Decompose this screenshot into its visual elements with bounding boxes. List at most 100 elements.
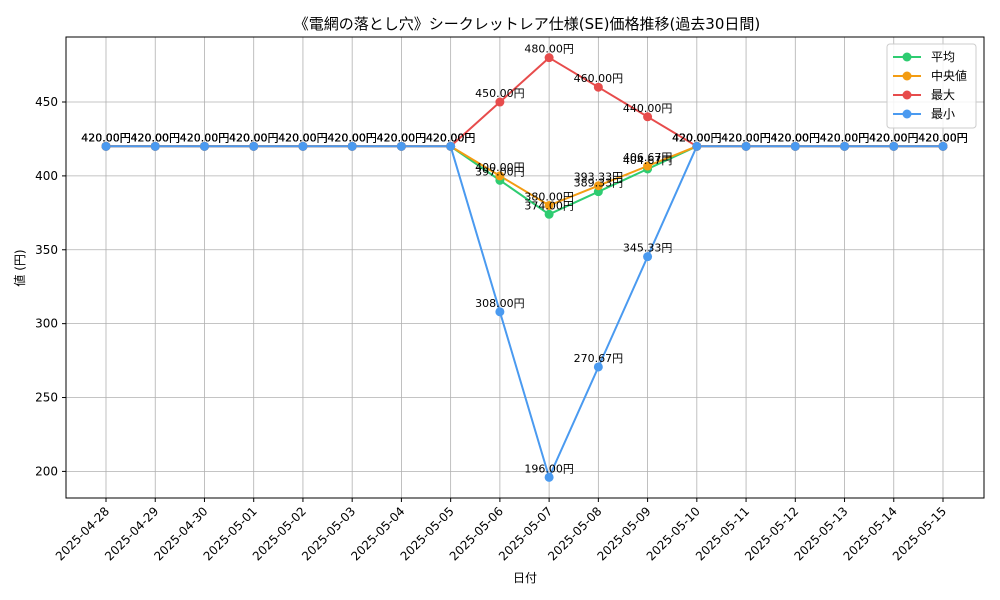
- data-label: 420.00円: [721, 131, 771, 144]
- data-label: 420.00円: [327, 131, 377, 144]
- data-label: 196.00円: [524, 462, 574, 475]
- legend-marker: [902, 109, 912, 119]
- data-label: 404.67円: [623, 154, 673, 167]
- data-label: 420.00円: [180, 131, 230, 144]
- grid: [66, 37, 984, 498]
- data-label: 420.00円: [426, 131, 476, 144]
- data-label: 420.00円: [869, 131, 919, 144]
- data-label: 374.00円: [524, 199, 574, 212]
- data-label: 420.00円: [180, 131, 230, 144]
- data-label: 420.00円: [869, 131, 919, 144]
- data-label: 420.00円: [721, 131, 771, 144]
- data-label: 420.00円: [130, 131, 180, 144]
- data-label: 420.00円: [918, 131, 968, 144]
- y-axis-label: 値 (円): [12, 249, 27, 286]
- data-label: 420.00円: [771, 131, 821, 144]
- data-label: 420.00円: [229, 131, 279, 144]
- y-tick-label: 300: [35, 317, 58, 331]
- data-label: 389.33円: [574, 177, 624, 190]
- x-axis-label: 日付: [513, 571, 537, 585]
- data-label: 420.00円: [820, 131, 870, 144]
- data-point: [495, 307, 505, 317]
- data-label: 420.00円: [377, 131, 427, 144]
- y-tick-label: 350: [35, 243, 58, 257]
- data-label: 420.00円: [229, 131, 279, 144]
- data-label: 270.67円: [574, 352, 624, 365]
- data-label: 393.33円: [574, 171, 624, 184]
- data-label: 420.00円: [672, 131, 722, 144]
- data-label: 420.00円: [820, 131, 870, 144]
- data-label: 400.00円: [475, 161, 525, 174]
- data-label: 420.00円: [820, 131, 870, 144]
- data-label: 420.00円: [869, 131, 919, 144]
- data-point: [150, 141, 160, 151]
- data-point: [741, 141, 751, 151]
- data-label: 440.00円: [623, 102, 673, 115]
- legend-box: [886, 43, 977, 129]
- data-point: [790, 141, 800, 151]
- series-lines: [106, 56, 943, 481]
- data-point: [593, 362, 603, 372]
- legend-label: 中央値: [931, 68, 967, 83]
- data-label: 380.00円: [524, 190, 574, 203]
- legend-label: 最小: [931, 107, 955, 121]
- data-label: 420.00円: [721, 131, 771, 144]
- data-label: 480.00円: [524, 43, 574, 56]
- data-label: 420.00円: [426, 131, 476, 144]
- data-point: [446, 141, 456, 151]
- data-label: 420.00円: [377, 131, 427, 144]
- data-point: [643, 112, 653, 122]
- data-label: 420.00円: [672, 131, 722, 144]
- data-label: 397.00円: [475, 165, 525, 178]
- data-label: 420.00円: [672, 131, 722, 144]
- data-label: 420.00円: [377, 131, 427, 144]
- data-label: 420.00円: [81, 131, 131, 144]
- legend-marker: [902, 90, 912, 100]
- data-label: 345.33円: [623, 242, 673, 255]
- data-label: 420.00円: [130, 131, 180, 144]
- data-point: [298, 141, 308, 151]
- data-label: 420.00円: [918, 131, 968, 144]
- series-line-3: [106, 145, 943, 481]
- data-label: 420.00円: [721, 131, 771, 144]
- data-label: 420.00円: [771, 131, 821, 144]
- data-label: 420.00円: [130, 131, 180, 144]
- data-label: 420.00円: [278, 131, 328, 144]
- data-point: [347, 141, 357, 151]
- data-point: [544, 53, 554, 63]
- data-label: 308.00円: [475, 297, 525, 310]
- data-label: 420.00円: [327, 131, 377, 144]
- data-label: 420.00円: [327, 131, 377, 144]
- chart-title: 《電網の落とし穴》シークレットレア仕様(SE)価格推移(過去30日間): [294, 15, 761, 33]
- data-label: 420.00円: [426, 131, 476, 144]
- series-points: [101, 53, 948, 482]
- data-point: [101, 141, 111, 151]
- data-point: [593, 82, 603, 92]
- data-label: 420.00円: [229, 131, 279, 144]
- data-point: [396, 141, 406, 151]
- data-label: 420.00円: [180, 131, 230, 144]
- data-label: 406.67円: [623, 151, 673, 164]
- y-axis: 200 250 300 350 400 450: [35, 95, 66, 478]
- data-point: [495, 171, 505, 181]
- data-label: 420.00円: [918, 131, 968, 144]
- data-label: 420.00円: [327, 131, 377, 144]
- data-label: 420.00円: [278, 131, 328, 144]
- data-label: 420.00円: [918, 131, 968, 144]
- data-point: [938, 141, 948, 151]
- data-labels: 420.00円 420.00円 420.00円 420.00円 420.00円 420.0…: [81, 43, 968, 476]
- y-tick-label: 400: [35, 169, 58, 183]
- data-point: [495, 97, 505, 107]
- legend-marker: [902, 71, 912, 81]
- data-point: [544, 472, 554, 482]
- data-label: 420.00円: [278, 131, 328, 144]
- legend-label: 平均: [931, 50, 955, 64]
- data-label: 420.00円: [81, 131, 131, 144]
- data-point: [199, 141, 209, 151]
- data-label: 420.00円: [771, 131, 821, 144]
- data-point: [593, 181, 603, 191]
- data-label: 420.00円: [771, 131, 821, 144]
- data-label: 420.00円: [81, 131, 131, 144]
